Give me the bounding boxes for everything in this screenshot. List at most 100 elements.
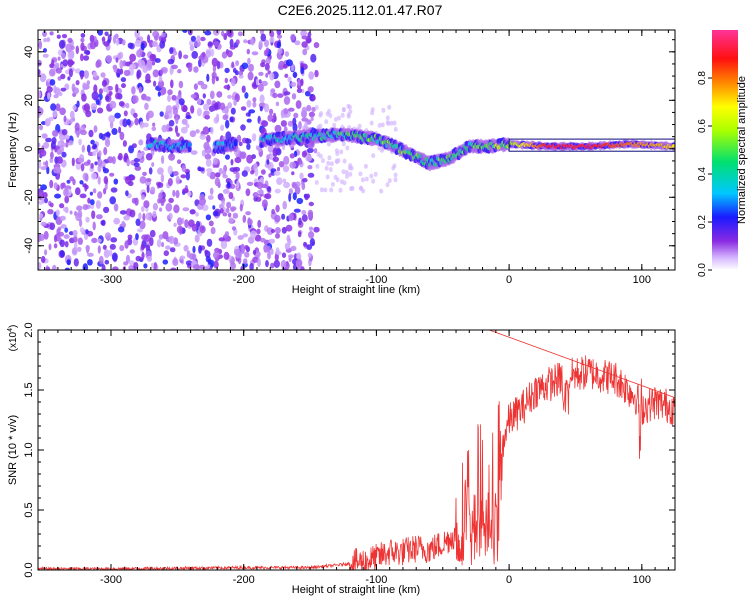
heatmap-cell	[256, 228, 261, 235]
heatmap-cell	[225, 131, 232, 141]
heatmap-cell	[225, 154, 230, 160]
heatmap-cell	[335, 159, 340, 165]
heatmap-cell	[74, 122, 80, 132]
heatmap-cell	[304, 121, 308, 130]
heatmap-cell	[43, 38, 48, 43]
heatmap-cell	[281, 252, 287, 258]
heatmap-cell	[64, 195, 70, 204]
heatmap-cell	[122, 140, 127, 147]
heatmap-cell	[259, 106, 263, 112]
heatmap-cell	[314, 180, 319, 185]
heatmap-cell	[298, 121, 302, 130]
heatmap-cell	[57, 226, 62, 231]
heatmap-cell	[103, 206, 110, 214]
heatmap-cell	[307, 86, 314, 93]
heatmap-cell	[203, 103, 210, 111]
heatmap-cell	[172, 258, 179, 267]
heatmap-cell	[288, 254, 294, 259]
heatmap-cell	[172, 171, 179, 176]
heatmap-cell	[153, 80, 157, 87]
heatmap-cell	[265, 57, 271, 65]
heatmap-cell	[254, 167, 259, 177]
heatmap-cell	[198, 58, 202, 68]
heatmap-cell	[49, 202, 54, 208]
heatmap-cell	[308, 226, 314, 231]
heatmap-cell	[161, 241, 165, 248]
heatmap-cell	[233, 141, 238, 147]
heatmap-cell	[206, 134, 211, 143]
heatmap-cell	[38, 262, 42, 270]
heatmap-cell	[58, 39, 66, 49]
heatmap-y-label: Frequency (Hz)	[7, 112, 19, 188]
heatmap-cell	[38, 233, 42, 243]
heatmap-cell	[53, 166, 61, 174]
heatmap-cell	[142, 171, 147, 176]
heatmap-cell	[182, 207, 190, 212]
heatmap-cell	[283, 181, 291, 189]
heatmap-cell	[228, 192, 234, 200]
heatmap-cell	[84, 173, 89, 182]
heatmap-cell	[213, 260, 219, 269]
heatmap-cell	[290, 81, 297, 88]
heatmap-cell	[265, 245, 271, 252]
heatmap-cell	[380, 122, 385, 128]
heatmap-cell	[232, 212, 239, 219]
snr-y-tick-label: 0.5	[23, 502, 35, 517]
heatmap-cell	[129, 53, 137, 62]
heatmap-cell	[48, 116, 54, 122]
heatmap-cell	[264, 193, 272, 200]
heatmap-cell	[175, 190, 180, 199]
heatmap-cell	[103, 41, 110, 47]
heatmap-cell	[266, 159, 270, 165]
heatmap-cell	[38, 160, 42, 169]
heatmap-cell	[283, 126, 288, 133]
heatmap-cell	[211, 75, 216, 85]
heatmap-cell	[167, 178, 173, 186]
heatmap-cell	[307, 165, 313, 170]
heatmap-cell	[43, 230, 49, 240]
heatmap-cell	[145, 153, 153, 161]
heatmap-cell	[246, 118, 252, 123]
heatmap-cell	[201, 51, 206, 58]
heatmap-cell	[207, 41, 213, 47]
heatmap-cell	[40, 166, 48, 171]
heatmap-cell	[299, 266, 305, 270]
heatmap-cell	[56, 34, 61, 39]
heatmap-cell	[273, 170, 281, 176]
heatmap-cell	[379, 188, 384, 194]
heatmap-cell	[221, 30, 225, 37]
heatmap-cell	[65, 69, 70, 75]
heatmap-cell	[134, 165, 142, 171]
heatmap-cell	[103, 147, 108, 156]
heatmap-cell	[181, 118, 188, 125]
heatmap-cell	[293, 208, 301, 213]
heatmap-cell	[142, 213, 146, 222]
heatmap-cell	[247, 218, 253, 226]
heatmap-x-tick-label: -100	[365, 274, 387, 286]
heatmap-cell	[136, 49, 143, 58]
heatmap-cell	[168, 153, 176, 161]
heatmap-cell	[151, 126, 157, 132]
heatmap-cell	[185, 115, 192, 120]
heatmap-cell	[114, 112, 121, 119]
heatmap-cell	[162, 231, 169, 240]
heatmap-cell	[57, 49, 63, 56]
heatmap-cell	[297, 79, 301, 87]
heatmap-cell	[133, 162, 140, 167]
snr-axes: -300 -200 -100 0 100 0.0 0.5 1.0 1.5 2.0	[23, 322, 675, 586]
snr-y-tick-label: 1.5	[23, 382, 35, 397]
heatmap-x-tick-label: 0	[506, 274, 512, 286]
heatmap-cell	[221, 51, 228, 59]
heatmap-cell	[211, 57, 218, 67]
heatmap-cell	[102, 86, 109, 93]
heatmap-cell	[221, 200, 225, 207]
heatmap-cell	[306, 104, 312, 112]
heatmap-cell	[249, 263, 254, 270]
heatmap-cell	[64, 241, 69, 248]
heatmap-cell	[38, 107, 44, 116]
heatmap-cell	[393, 126, 398, 132]
heatmap-cell	[307, 32, 312, 37]
heatmap-cell	[290, 245, 297, 252]
heatmap-cell	[131, 86, 136, 95]
heatmap-cell	[272, 147, 278, 157]
